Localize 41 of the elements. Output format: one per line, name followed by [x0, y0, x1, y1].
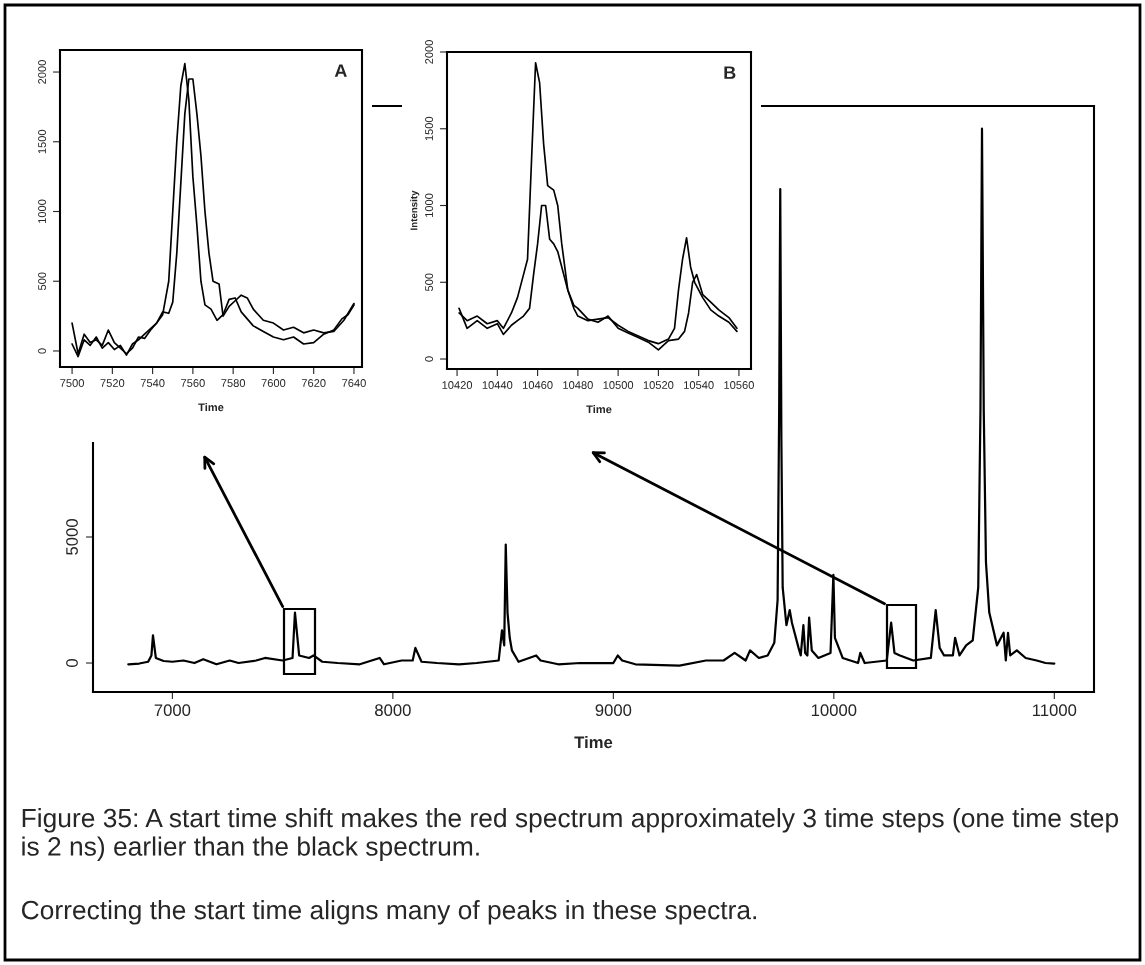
x-tick-label: 10000 — [811, 704, 857, 717]
x-tick-label: 10420 — [442, 381, 473, 389]
x-tick-label: 7620 — [301, 379, 326, 387]
y-tick-label: 1000 — [425, 193, 433, 218]
text: Correcting the start time aligns many of peaks in these spectra. — [21, 900, 756, 925]
y-axis-title: Intensity — [410, 190, 420, 230]
x-tick-label: 7640 — [342, 379, 366, 387]
x-tick-label: 7600 — [261, 379, 286, 387]
y-tick-label: 0 — [425, 356, 433, 362]
x-tick-label: 8000 — [375, 704, 411, 717]
x-tick-label: 10440 — [482, 381, 513, 389]
x-axis-title: Time — [586, 405, 612, 414]
x-axis-title: Time — [198, 403, 224, 412]
x-tick-label: 7540 — [140, 379, 165, 387]
x-tick-label: 11000 — [1033, 704, 1077, 717]
y-tick-label: 500 — [38, 272, 46, 291]
y-tick-label: 1000 — [38, 199, 46, 224]
y-tick-label: 0 — [66, 659, 78, 667]
x-tick-label: 7000 — [154, 704, 191, 717]
y-tick-label: 1500 — [38, 129, 46, 154]
y-tick-label: 0 — [38, 348, 46, 354]
x-tick-label: 7580 — [221, 379, 246, 387]
x-tick-label: 7500 — [60, 379, 85, 387]
x-tick-label: 10520 — [643, 381, 674, 389]
y-tick-label: 2000 — [425, 40, 433, 64]
text: A — [334, 64, 347, 77]
y-tick-label: 500 — [425, 273, 433, 292]
y-tick-label: 1500 — [425, 116, 433, 141]
caption: Figure 35: A start time shift makes the red spectrum approximately 3 time steps (one time step is 2 ns) earlier than the black spectrum. — [22, 808, 1119, 862]
x-tick-label: 10480 — [563, 381, 593, 389]
y-tick-label: 2000 — [38, 60, 46, 84]
x-tick-label: 7560 — [181, 379, 205, 387]
x-tick-label: 9000 — [595, 704, 632, 717]
x-tick-label: 10460 — [523, 381, 553, 389]
x-tick-label: 10500 — [603, 381, 634, 389]
x-tick-label: 7520 — [100, 379, 125, 387]
x-tick-label: 10540 — [684, 381, 714, 389]
text: B — [724, 66, 736, 79]
x-tick-label: 10560 — [724, 381, 754, 389]
x-axis-title: Time — [574, 736, 613, 749]
y-tick-label: 5000 — [66, 519, 78, 555]
